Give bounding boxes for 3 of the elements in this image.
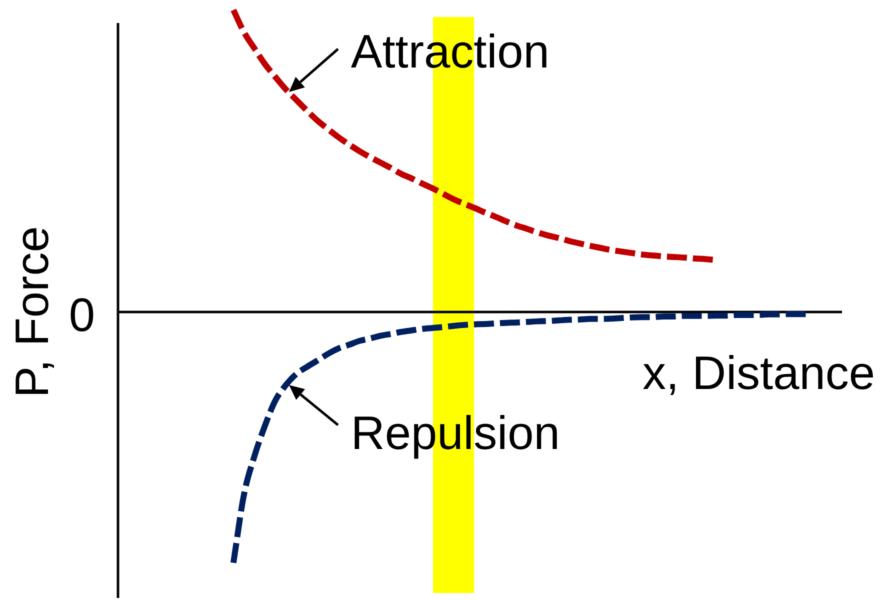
y-axis-title: P, Force (4, 226, 58, 398)
x-axis-title: x, Distance (642, 346, 875, 399)
text: 0 (68, 288, 95, 341)
